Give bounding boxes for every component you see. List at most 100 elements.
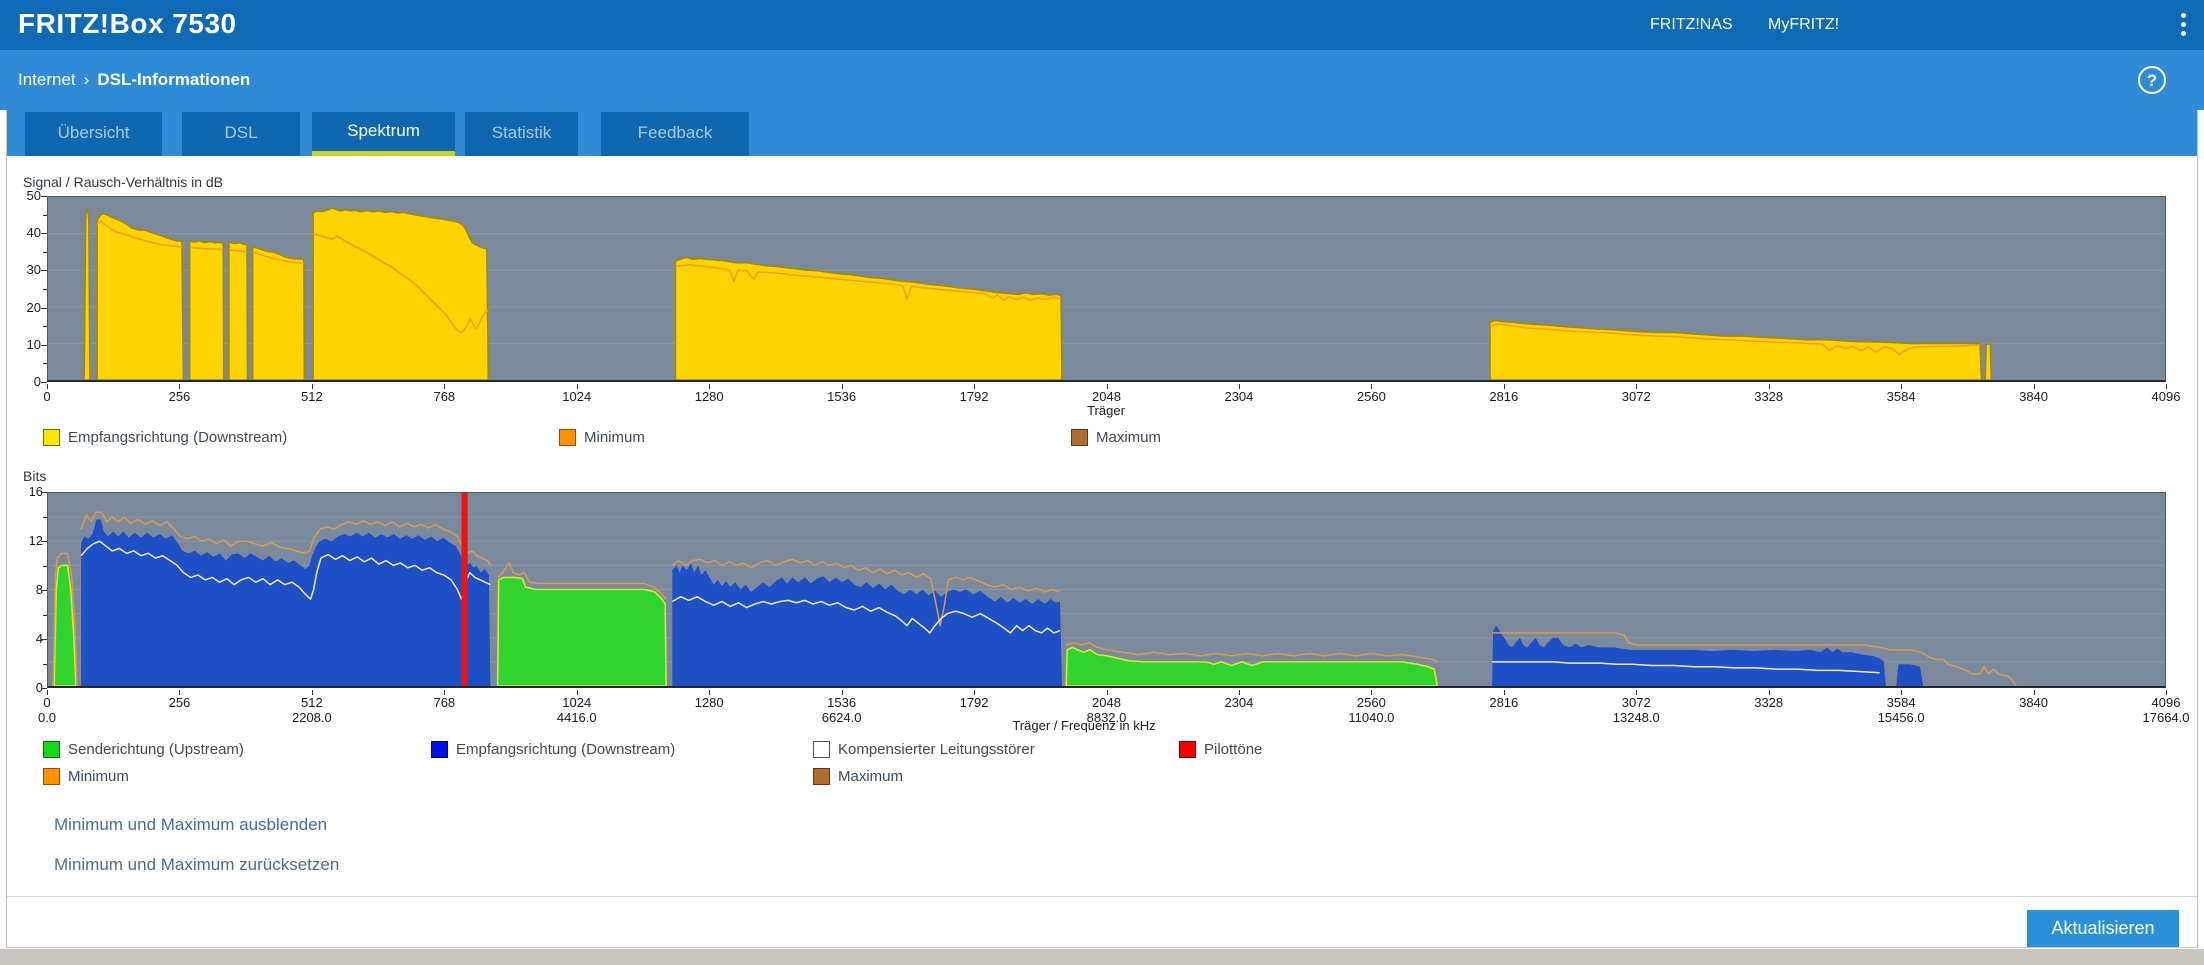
link-hide-minmax[interactable]: Minimum und Maximum ausblenden bbox=[54, 815, 328, 834]
tab-feedback[interactable]: Feedback bbox=[601, 112, 749, 156]
x-tick-label: 3840 bbox=[2019, 389, 2049, 404]
x-tick-label: 3328 bbox=[1754, 695, 1784, 710]
legend-label: Maximum bbox=[838, 767, 904, 785]
top-bar: FRITZ!Box 7530 FRITZ!NAS MyFRITZ! bbox=[0, 0, 2204, 50]
x-tick-mark bbox=[1901, 690, 1903, 695]
empfangsrichtung-downstream--swatch bbox=[43, 428, 60, 446]
tab-spektrum[interactable]: Spektrum bbox=[312, 112, 455, 156]
x-tick-mark bbox=[2166, 690, 2167, 695]
y-tick-mark bbox=[41, 307, 47, 309]
kebab-menu-icon[interactable] bbox=[2178, 13, 2188, 39]
x-tick-label: 4096 bbox=[2151, 695, 2181, 710]
legend-item: Minimum bbox=[43, 767, 129, 785]
y-minor-tick bbox=[43, 516, 47, 518]
x-tick-mark bbox=[444, 690, 446, 695]
y-minor-tick bbox=[43, 251, 47, 253]
x-tick-mark bbox=[2033, 384, 2035, 389]
legend-label: Senderichtung (Upstream) bbox=[68, 740, 244, 758]
x-tick-mark bbox=[179, 384, 181, 389]
y-tick-mark bbox=[41, 688, 47, 689]
y-tick-label: 30 bbox=[26, 262, 41, 278]
bits-us0 bbox=[54, 565, 76, 686]
minimum-swatch bbox=[559, 428, 576, 446]
x-tick-label: 2048 bbox=[1092, 389, 1121, 404]
x-tick-label: 1280 bbox=[694, 695, 724, 710]
help-icon[interactable]: ? bbox=[2138, 66, 2166, 94]
x-tick-label: 2560 bbox=[1356, 389, 1386, 404]
tab-dsl[interactable]: DSL bbox=[182, 112, 300, 156]
bits-x-axis-label: Träger / Frequenz in kHz bbox=[1012, 718, 1156, 733]
y-tick-mark bbox=[41, 270, 47, 272]
y-minor-tick bbox=[43, 663, 47, 665]
x-tick-mark bbox=[974, 690, 976, 695]
legend-item: Senderichtung (Upstream) bbox=[43, 740, 244, 758]
y-tick-label: 40 bbox=[26, 225, 41, 241]
freq-tick-label: 17664.0 bbox=[2142, 710, 2190, 725]
bits-ds2 bbox=[672, 562, 1063, 686]
x-tick-mark bbox=[1106, 690, 1108, 695]
x-tick-label: 2816 bbox=[1489, 389, 1519, 404]
y-tick-mark bbox=[41, 639, 47, 640]
y-tick-label: 4 bbox=[35, 631, 43, 646]
breadcrumb-current: DSL-Informationen bbox=[97, 70, 251, 89]
x-tick-mark bbox=[1503, 690, 1505, 695]
legend-item: Maximum bbox=[813, 767, 903, 785]
breadcrumb-parent[interactable]: Internet bbox=[18, 70, 76, 89]
x-tick-mark bbox=[311, 384, 313, 389]
snr-ds-spike bbox=[84, 208, 90, 380]
x-tick-label: 0 bbox=[43, 695, 51, 710]
snr-ds1-c-minimum-line bbox=[229, 250, 247, 252]
link-myfritz[interactable]: MyFRITZ! bbox=[1768, 16, 1840, 33]
y-minor-tick bbox=[43, 363, 47, 365]
y-tick-label: 12 bbox=[30, 533, 43, 548]
freq-tick-label: 6624.0 bbox=[821, 710, 862, 725]
x-tick-label: 1280 bbox=[694, 389, 724, 404]
snr-spectrum-plot bbox=[47, 196, 2166, 382]
content-card: Übersicht DSL Spektrum Statistik Feedback Si… bbox=[6, 110, 2198, 948]
x-tick-mark bbox=[47, 384, 48, 389]
x-tick-mark bbox=[1636, 384, 1638, 389]
tab-strip: Übersicht DSL Spektrum Statistik Feedback bbox=[7, 110, 2197, 156]
x-tick-label: 0 bbox=[43, 389, 51, 404]
x-tick-label: 768 bbox=[433, 695, 456, 710]
bits-ds1-maximum-line bbox=[81, 512, 490, 565]
refresh-button[interactable]: Aktualisieren bbox=[2027, 910, 2179, 947]
x-tick-label: 1024 bbox=[562, 695, 592, 710]
x-tick-mark bbox=[444, 384, 446, 389]
x-tick-mark bbox=[1901, 384, 1903, 389]
legend-item: Empfangsrichtung (Downstream) bbox=[431, 740, 675, 758]
bits-ds3-maximum-line bbox=[1492, 633, 2016, 686]
bits-ds3-tail bbox=[1896, 664, 1924, 686]
x-tick-mark bbox=[1768, 690, 1770, 695]
x-tick-label: 1536 bbox=[827, 389, 857, 404]
freq-tick-label: 11040.0 bbox=[1348, 710, 1395, 725]
x-tick-mark bbox=[179, 690, 181, 695]
legend-label: Maximum bbox=[1096, 428, 1162, 446]
link-reset-minmax[interactable]: Minimum und Maximum zurücksetzen bbox=[54, 855, 340, 874]
bits-ds1 bbox=[81, 519, 491, 686]
y-tick-mark bbox=[41, 541, 47, 542]
x-tick-label: 1792 bbox=[959, 389, 989, 404]
legend-item: Maximum bbox=[1071, 428, 1161, 446]
x-tick-mark bbox=[709, 690, 711, 695]
bits-chart-title: Bits bbox=[23, 468, 47, 484]
x-tick-label: 3328 bbox=[1754, 389, 1784, 404]
x-tick-label: 2816 bbox=[1489, 695, 1519, 710]
x-tick-label: 3840 bbox=[2019, 695, 2049, 710]
bits-ds3-minimum-line bbox=[1492, 662, 1880, 673]
kompensierter-leitungsst-rer-swatch bbox=[813, 740, 830, 758]
y-tick-mark bbox=[41, 492, 47, 493]
tab-bersicht[interactable]: Übersicht bbox=[25, 112, 162, 156]
link-fritznas[interactable]: FRITZ!NAS bbox=[1650, 16, 1733, 33]
x-tick-mark bbox=[2166, 384, 2167, 389]
bits-us2 bbox=[1066, 647, 1437, 686]
snr-ds1-d bbox=[253, 246, 305, 380]
bits-us2-maximum-line bbox=[1066, 643, 1437, 662]
y-tick-mark bbox=[41, 196, 47, 197]
snr-ds1-d-minimum-line bbox=[253, 252, 304, 264]
y-minor-tick bbox=[43, 565, 47, 567]
tab-statistik[interactable]: Statistik bbox=[465, 112, 578, 156]
snr-ds1-c bbox=[229, 242, 248, 380]
bits-us0-maximum-line bbox=[53, 553, 77, 686]
minimum-swatch bbox=[43, 767, 60, 785]
